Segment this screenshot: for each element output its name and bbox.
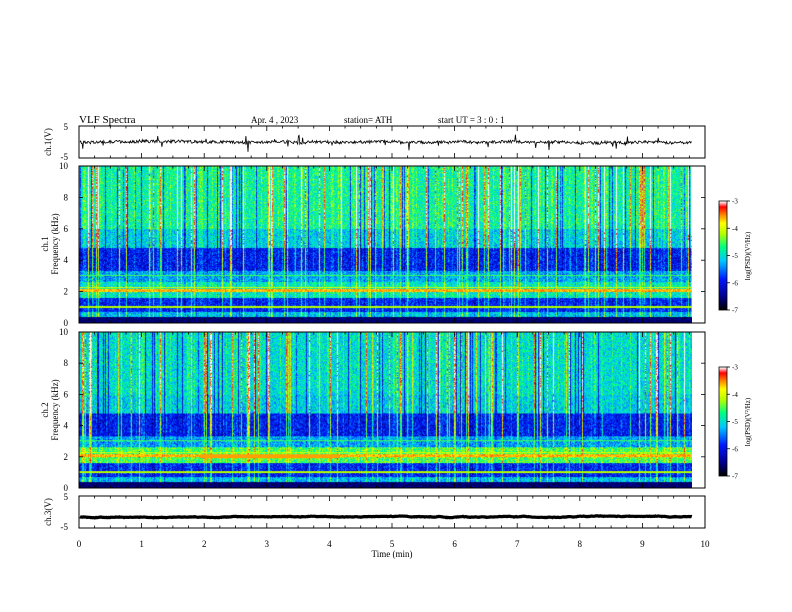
waveform-ch3-trace bbox=[79, 514, 693, 520]
spectrogram-ch2-ytick-label: 10 bbox=[59, 327, 69, 337]
spectrogram-ch2-panel: 0 2 4 6 8 10 ch.2 Frequency (kHz) bbox=[40, 327, 706, 493]
time-axis-tick-label: 0 bbox=[77, 539, 82, 549]
waveform-ch3-frame bbox=[78, 495, 706, 529]
spectrogram-ch2-yticks: 0 2 4 6 8 10 bbox=[59, 327, 705, 493]
time-axis-tick-label: 4 bbox=[327, 539, 332, 549]
spectrogram-ch1-ylabel-frequency: Frequency (kHz) bbox=[50, 213, 60, 274]
time-axis-label: Time (min) bbox=[372, 549, 413, 559]
colorbar-ch2-label: log(PSD)(V²/Hz) bbox=[744, 397, 752, 446]
time-axis-ticks bbox=[78, 126, 706, 528]
colorbar-ch1-tick-label: -3 bbox=[732, 198, 738, 206]
spectrogram-ch1-image bbox=[79, 166, 692, 323]
waveform-ch3-panel: 5 -5 ch.3(V) bbox=[43, 492, 706, 532]
spectrogram-ch2-ylabel-channel: ch.2 bbox=[40, 402, 50, 417]
colorbar-ch2-tick-label: -3 bbox=[732, 364, 738, 372]
spectrogram-ch1-ytick-label: 4 bbox=[64, 255, 69, 265]
time-axis-tick-label: 5 bbox=[390, 539, 395, 549]
colorbar-ch2-tick-label: -6 bbox=[732, 445, 738, 453]
time-axis-tick-labels: 0 1 2 3 4 5 6 7 8 9 10 bbox=[77, 539, 710, 549]
time-axis-tick-label: 9 bbox=[640, 539, 645, 549]
waveform-ch3-ytick-top: 5 bbox=[64, 492, 69, 502]
spectrogram-ch2-ytick-label: 8 bbox=[64, 358, 69, 368]
time-axis-tick-label: 3 bbox=[265, 539, 270, 549]
spectrogram-ch1-ytick-label: 10 bbox=[59, 161, 69, 171]
waveform-ch3-ylabel: ch.3(V) bbox=[43, 498, 53, 526]
spectrogram-ch1-ytick-label: 8 bbox=[64, 192, 69, 202]
figure-title: VLF Spectra bbox=[79, 114, 136, 126]
waveform-ch1-ylabel: ch.1(V) bbox=[43, 128, 53, 156]
colorbar-ch1-tick-label: -4 bbox=[732, 225, 738, 233]
waveform-ch1-frame bbox=[78, 125, 706, 159]
colorbar-ch2: -3 -4 -5 -6 -7 log(PSD)(V²/Hz) bbox=[718, 364, 752, 481]
spectrogram-ch1-panel: 0 2 4 6 8 10 ch.1 Frequency (kHz) bbox=[40, 161, 706, 328]
colorbar-ch1-gradient bbox=[719, 201, 727, 310]
colorbar-ch2-tick-label: -4 bbox=[732, 391, 738, 399]
time-axis-tick-label: 1 bbox=[139, 539, 144, 549]
time-axis-tick-label: 8 bbox=[578, 539, 583, 549]
colorbar-ch2-tick-label: -7 bbox=[732, 473, 738, 481]
waveform-ch1-panel: 5 -5 ch.1(V) bbox=[43, 122, 706, 162]
waveform-ch1-ytick-bottom: -5 bbox=[61, 152, 69, 162]
colorbar-ch1-label: log(PSD)(V²/Hz) bbox=[744, 231, 752, 280]
spectrogram-ch2-ytick-label: 4 bbox=[64, 421, 69, 431]
time-axis-tick-label: 10 bbox=[701, 539, 711, 549]
spectrogram-ch1-yticks: 0 2 4 6 8 10 bbox=[59, 161, 705, 328]
spectrogram-ch1-ytick-label: 6 bbox=[64, 224, 69, 234]
colorbar-ch1-tick-label: -6 bbox=[732, 279, 738, 287]
spectrogram-ch2-ytick-label: 0 bbox=[64, 483, 69, 493]
time-axis-tick-label: 2 bbox=[202, 539, 207, 549]
time-axis-tick-label: 6 bbox=[452, 539, 457, 549]
spectrogram-ch2-ylabel-frequency: Frequency (kHz) bbox=[50, 379, 60, 440]
spectrogram-ch2-ytick-label: 2 bbox=[64, 452, 69, 462]
spectrogram-ch2-image bbox=[79, 332, 692, 488]
waveform-ch1-trace bbox=[79, 134, 693, 152]
colorbar-ch2-ticks: -3 -4 -5 -6 -7 bbox=[727, 364, 738, 481]
colorbar-ch2-tick-label: -5 bbox=[732, 418, 738, 426]
spectrogram-ch2-ytick-label: 6 bbox=[64, 389, 69, 399]
spectrogram-ch1-ytick-label: 2 bbox=[64, 287, 69, 297]
station-label: station= ATH bbox=[344, 115, 393, 125]
start-time-label: start UT = 3 : 0 : 1 bbox=[438, 115, 505, 125]
waveform-ch1-ytick-top: 5 bbox=[64, 122, 69, 132]
colorbar-ch2-gradient bbox=[719, 367, 727, 476]
waveform-ch3-ytick-bottom: -5 bbox=[61, 522, 69, 532]
colorbar-ch1-tick-label: -5 bbox=[732, 252, 738, 260]
time-axis-tick-label: 7 bbox=[515, 539, 520, 549]
colorbar-ch1: -3 -4 -5 -6 -7 log(PSD)(V²/Hz) bbox=[718, 198, 752, 315]
spectrogram-ch1-ytick-label: 0 bbox=[64, 318, 69, 328]
colorbar-ch1-tick-label: -7 bbox=[732, 307, 738, 315]
colorbar-ch1-ticks: -3 -4 -5 -6 -7 bbox=[727, 198, 738, 315]
date-label: Apr. 4 , 2023 bbox=[251, 115, 299, 125]
spectrogram-ch1-ylabel-channel: ch.1 bbox=[40, 236, 50, 251]
